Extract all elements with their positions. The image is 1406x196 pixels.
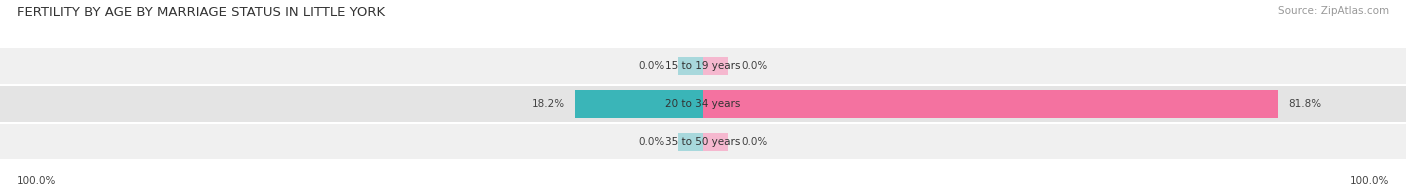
Bar — [0, 86, 1406, 122]
Text: 0.0%: 0.0% — [638, 61, 665, 71]
Text: 0.0%: 0.0% — [742, 61, 768, 71]
Text: 81.8%: 81.8% — [1289, 99, 1322, 109]
Bar — [678, 57, 703, 75]
Text: FERTILITY BY AGE BY MARRIAGE STATUS IN LITTLE YORK: FERTILITY BY AGE BY MARRIAGE STATUS IN L… — [17, 6, 385, 19]
Bar — [703, 57, 728, 75]
Bar — [575, 90, 703, 118]
Text: 100.0%: 100.0% — [17, 176, 56, 186]
Text: 18.2%: 18.2% — [531, 99, 565, 109]
Text: 0.0%: 0.0% — [742, 137, 768, 147]
Text: 35 to 50 years: 35 to 50 years — [665, 137, 741, 147]
Bar — [0, 48, 1406, 84]
Text: 0.0%: 0.0% — [638, 137, 665, 147]
Text: 100.0%: 100.0% — [1350, 176, 1389, 186]
Bar — [703, 132, 728, 151]
Bar — [678, 132, 703, 151]
Bar — [0, 124, 1406, 159]
Bar — [703, 90, 1278, 118]
Text: 15 to 19 years: 15 to 19 years — [665, 61, 741, 71]
Text: Source: ZipAtlas.com: Source: ZipAtlas.com — [1278, 6, 1389, 16]
Text: 20 to 34 years: 20 to 34 years — [665, 99, 741, 109]
